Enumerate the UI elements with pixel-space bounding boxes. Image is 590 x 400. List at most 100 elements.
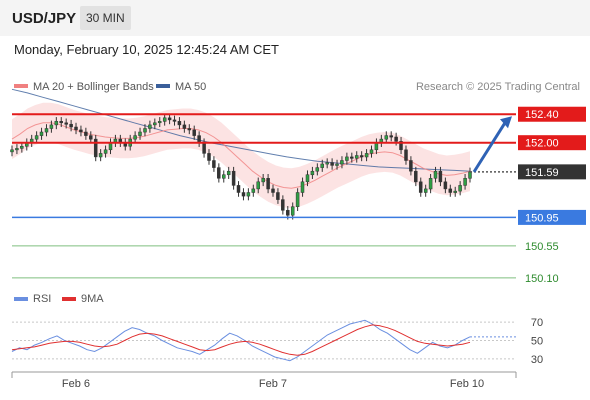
candle-body	[335, 163, 339, 166]
candle-body	[93, 138, 98, 158]
last-price-badge	[518, 164, 586, 180]
candle-body	[202, 142, 206, 154]
candle-body	[261, 178, 265, 183]
x-tick-label-feb10: Feb 10	[450, 378, 484, 390]
ma20-legend-label: MA 20 + Bollinger Bands	[33, 81, 154, 93]
candle-body	[84, 131, 88, 136]
candle-body	[143, 128, 147, 133]
candle-body	[226, 170, 231, 176]
candle-body	[162, 117, 167, 122]
candle-body	[409, 160, 413, 172]
candle-body	[177, 121, 182, 126]
resistance-label-152-00: 152.00	[525, 138, 559, 150]
candle-body	[172, 119, 177, 122]
candle-body	[359, 155, 364, 158]
candle-body	[167, 117, 172, 121]
support-label-150-10: 150.10	[525, 273, 559, 285]
candle-body	[369, 149, 374, 154]
rsi-line	[11, 319, 471, 362]
candle-body	[231, 170, 236, 186]
candle-body	[404, 149, 408, 161]
candle-body	[108, 142, 113, 151]
candle-body	[197, 135, 201, 143]
copyright-label: Research © 2025 Trading Central	[416, 81, 580, 93]
candle-body	[103, 149, 108, 154]
candle-body	[438, 170, 443, 183]
candle-body	[157, 121, 162, 124]
rsi-tick-label-50: 50	[531, 336, 543, 348]
candle-body	[399, 141, 403, 151]
ma20-legend-swatch	[14, 84, 28, 88]
candle-body	[320, 163, 324, 168]
candle-body	[98, 153, 103, 158]
candle-body	[443, 181, 448, 190]
candle-body	[350, 156, 354, 159]
candle-body	[54, 121, 59, 126]
resistance-label-152-40: 152.40	[525, 109, 559, 121]
ma9-legend-label: 9MA	[81, 293, 104, 305]
candle-body	[295, 192, 300, 207]
forecast-arrow-head	[500, 116, 512, 129]
candle-body	[266, 178, 270, 190]
candle-body	[182, 124, 187, 129]
rsi-tick-label-70: 70	[531, 317, 543, 329]
candle-body	[364, 153, 369, 158]
rsi-legend-swatch	[14, 297, 28, 301]
x-tick-label-feb7: Feb 7	[259, 378, 287, 390]
candle-body	[463, 178, 467, 186]
candle-body	[310, 170, 315, 176]
support-label-150-55: 150.55	[525, 241, 559, 253]
candle-body	[251, 188, 256, 193]
candle-body	[325, 162, 329, 165]
candle-body	[428, 178, 433, 190]
candle-body	[89, 135, 93, 140]
candle-body	[330, 162, 334, 166]
bollinger-band	[12, 102, 470, 209]
candle-body	[79, 129, 83, 133]
timeframe-badge[interactable]: 30 MIN	[80, 6, 131, 30]
candle-body	[15, 148, 19, 151]
candle-body	[69, 123, 73, 128]
candle-body	[74, 126, 78, 131]
candle-body	[222, 174, 226, 179]
ma50-legend-swatch	[156, 84, 170, 88]
ma20-line	[11, 122, 471, 189]
candle-body	[192, 129, 196, 136]
candle-body	[354, 155, 359, 159]
candle-body	[345, 156, 349, 161]
resistance-badge-152-40	[518, 106, 586, 122]
ma50-legend-label: MA 50	[175, 81, 206, 93]
candle-body	[212, 160, 216, 168]
forecast-arrow-shaft	[472, 120, 508, 173]
candle-body	[374, 142, 379, 151]
candle-body	[290, 206, 295, 216]
candle-body	[433, 170, 438, 179]
ma9-legend-swatch	[62, 297, 76, 301]
candle-body	[34, 135, 39, 140]
last-price-label: 151.59	[525, 167, 559, 179]
pivot-badge	[518, 209, 586, 225]
rsi-tick-label-30: 30	[531, 354, 543, 366]
candle-body	[384, 135, 389, 140]
candle-body	[423, 188, 428, 193]
candle-body	[207, 153, 211, 161]
candle-body	[20, 146, 24, 149]
candle-body	[187, 128, 192, 131]
candle-body	[286, 210, 290, 216]
candle-body	[49, 124, 54, 129]
chart-header: USD/JPY 30 MIN	[0, 0, 590, 36]
candle-body	[389, 135, 393, 138]
candle-body	[418, 181, 423, 193]
candle-body	[153, 122, 157, 126]
candle-body	[217, 167, 221, 179]
rsi-legend-label: RSI	[33, 293, 51, 305]
candle-body	[315, 167, 320, 172]
candle-body	[241, 192, 246, 197]
resistance-badge-152-00	[518, 135, 586, 151]
candle-body	[64, 122, 68, 125]
pivot-label: 150.95	[525, 212, 559, 224]
candle-body	[138, 131, 142, 136]
candle-body	[340, 160, 344, 165]
candle-body	[414, 170, 418, 183]
